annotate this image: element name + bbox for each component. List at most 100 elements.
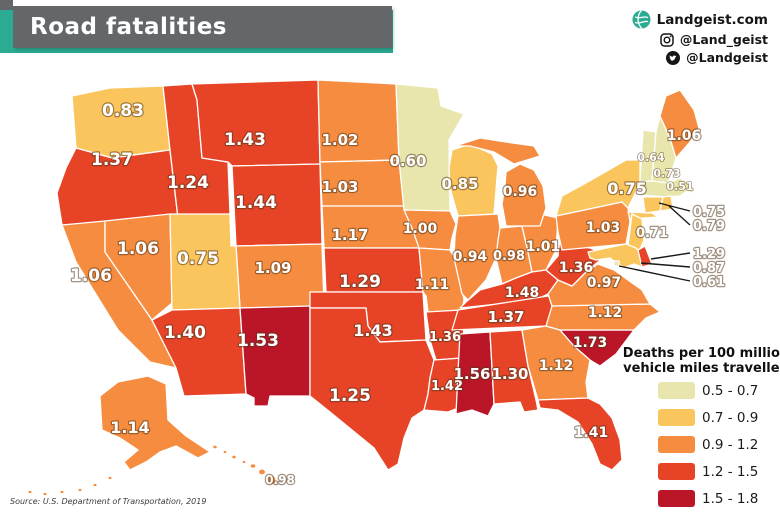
callout-line-CT <box>658 202 691 212</box>
value-SC: 1.73 <box>573 335 608 351</box>
value-MS: 1.56 <box>453 365 490 383</box>
value-VT: 0.64 <box>637 151 664 164</box>
callout-value-DC: 0.61 <box>693 275 725 290</box>
value-NV: 1.06 <box>117 239 159 259</box>
callout-line-DE <box>650 252 691 260</box>
callout-value-RI: 0.79 <box>693 219 725 234</box>
value-NC: 1.12 <box>588 305 623 321</box>
state-NC <box>545 303 661 331</box>
value-SD: 1.03 <box>321 178 358 196</box>
value-NM: 1.53 <box>237 331 279 351</box>
value-WA: 0.83 <box>102 101 144 121</box>
legend-label-1: 0.7 - 0.9 <box>702 410 758 426</box>
value-WY: 1.44 <box>235 193 277 213</box>
value-NJ: 0.71 <box>636 226 668 241</box>
legend-label-0: 0.5 - 0.7 <box>702 383 758 399</box>
globe-icon <box>632 10 651 29</box>
legend-label-3: 1.2 - 1.5 <box>702 464 758 480</box>
state-NV <box>104 213 173 321</box>
value-MT: 1.43 <box>224 130 266 150</box>
value-MI: 0.96 <box>503 184 538 200</box>
value-WI: 0.85 <box>441 175 478 193</box>
value-TX: 1.25 <box>329 386 371 406</box>
value-OR: 1.37 <box>91 150 133 170</box>
state-value-labels: 0.83 1.37 1.06 1.06 1.24 1.43 1.44 0.75 … <box>69 100 726 488</box>
callout-value-MD: 0.87 <box>693 261 725 276</box>
callout-value-DE: 1.29 <box>693 247 725 262</box>
state-DC <box>613 260 620 267</box>
branding-instagram-row: @Land_geist <box>660 32 768 47</box>
value-MA: 0.51 <box>666 180 693 193</box>
state-TX <box>309 307 435 471</box>
value-KS: 1.29 <box>339 272 381 292</box>
value-IN: 0.98 <box>493 249 525 264</box>
value-VA: 0.97 <box>587 275 622 291</box>
legend-title-line1: Deaths per 100 million <box>623 346 780 361</box>
website-label: Landgeist.com <box>656 11 768 28</box>
state-MI <box>454 137 547 227</box>
callout-value-CT: 0.75 <box>693 205 725 220</box>
value-UT: 0.75 <box>177 249 219 269</box>
state-MT <box>191 79 321 167</box>
state-HI <box>211 444 277 486</box>
page-title: Road fatalities <box>30 14 227 40</box>
value-KY: 1.48 <box>505 285 540 301</box>
instagram-icon <box>660 32 674 47</box>
instagram-handle: @Land_geist <box>679 32 768 47</box>
twitter-handle: @Landgeist <box>686 50 768 65</box>
value-OK: 1.43 <box>353 321 392 340</box>
value-FL: 1.41 <box>574 425 609 441</box>
legend-title-line2: vehicle miles travelled <box>623 361 780 376</box>
legend-swatch-0 <box>658 382 695 399</box>
value-CO: 1.09 <box>254 259 291 277</box>
state-NM <box>239 305 311 407</box>
callout-line-MD <box>640 262 691 268</box>
state-IA <box>403 209 457 251</box>
value-MN: 0.60 <box>389 152 426 170</box>
branding-block: Landgeist.com @Land_geist @Landgeist <box>632 10 768 65</box>
state-ME <box>659 89 700 159</box>
value-AL: 1.30 <box>491 365 528 383</box>
state-AK <box>27 375 211 497</box>
legend-label-4: 1.5 - 1.8 <box>702 491 758 507</box>
value-MO: 1.11 <box>415 277 450 293</box>
value-TN: 1.37 <box>487 308 524 326</box>
source-note: Source: U.S. Department of Transportatio… <box>10 497 207 506</box>
state-FL <box>537 397 623 471</box>
value-IA: 1.00 <box>403 221 438 237</box>
value-ME: 1.06 <box>667 128 702 144</box>
value-LA: 1.42 <box>431 379 463 394</box>
value-OH: 1.01 <box>526 239 561 255</box>
value-GA: 1.12 <box>539 358 574 374</box>
state-ND <box>317 79 400 163</box>
legend-swatch-1 <box>658 409 695 426</box>
legend-swatch-4 <box>658 490 695 507</box>
state-MD <box>587 243 643 269</box>
value-ID: 1.24 <box>167 173 209 193</box>
value-AZ: 1.40 <box>164 323 206 343</box>
state-IL <box>453 213 501 301</box>
value-PA: 1.03 <box>586 220 621 236</box>
value-AK: 1.14 <box>110 418 149 437</box>
banner-corner-chip <box>0 0 13 11</box>
value-IL: 0.94 <box>453 249 488 265</box>
legend-swatch-2 <box>658 436 695 453</box>
callout-line-RI <box>668 205 691 226</box>
twitter-icon <box>666 50 681 65</box>
legend-swatch-3 <box>658 463 695 480</box>
legend-label-2: 0.9 - 1.2 <box>702 437 758 453</box>
value-ND: 1.02 <box>321 131 358 149</box>
callout-line-DC <box>618 265 691 282</box>
value-HI: 0.98 <box>265 473 295 487</box>
value-NY: 0.75 <box>607 179 646 198</box>
legend: Deaths per 100 million vehicle miles tra… <box>623 346 780 507</box>
value-WV: 1.36 <box>559 260 594 276</box>
branding-website-row: Landgeist.com <box>632 10 768 29</box>
branding-twitter-row: @Landgeist <box>666 50 768 65</box>
state-MN <box>395 83 465 212</box>
value-AR: 1.36 <box>429 330 461 345</box>
title-banner: Road fatalities <box>13 6 392 48</box>
state-WA <box>71 85 171 159</box>
